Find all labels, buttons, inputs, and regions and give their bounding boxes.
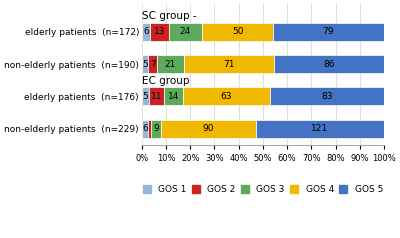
Bar <box>184 55 274 73</box>
Text: 6: 6 <box>143 27 149 36</box>
Bar <box>142 120 148 138</box>
Bar <box>157 55 184 73</box>
Bar <box>148 120 151 138</box>
Bar <box>202 23 273 40</box>
Text: 121: 121 <box>312 124 328 133</box>
Bar <box>164 88 183 105</box>
Text: 9: 9 <box>153 124 159 133</box>
Bar <box>142 88 149 105</box>
Text: 13: 13 <box>154 27 165 36</box>
Text: 21: 21 <box>165 60 176 69</box>
Bar <box>161 120 256 138</box>
Bar <box>183 88 270 105</box>
Text: 79: 79 <box>323 27 334 36</box>
Bar <box>168 23 202 40</box>
Text: 7: 7 <box>150 60 156 69</box>
Bar <box>274 55 384 73</box>
Text: 63: 63 <box>221 92 232 101</box>
Text: 50: 50 <box>232 27 243 36</box>
Legend: GOS 1, GOS 2, GOS 3, GOS 4, GOS 5: GOS 1, GOS 2, GOS 3, GOS 4, GOS 5 <box>143 185 383 194</box>
Text: 90: 90 <box>203 124 214 133</box>
Text: EC group: EC group <box>142 76 189 86</box>
Bar <box>150 23 168 40</box>
Text: 5: 5 <box>142 60 148 69</box>
Text: 24: 24 <box>180 27 191 36</box>
Text: 11: 11 <box>150 92 162 101</box>
Text: 6: 6 <box>142 124 148 133</box>
Text: 14: 14 <box>168 92 179 101</box>
Bar <box>149 88 164 105</box>
Text: 86: 86 <box>324 60 335 69</box>
Text: SC group -: SC group - <box>142 11 196 21</box>
Bar <box>148 55 157 73</box>
Bar <box>270 88 384 105</box>
Bar <box>142 23 150 40</box>
Bar <box>256 120 384 138</box>
Text: 71: 71 <box>223 60 235 69</box>
Bar <box>151 120 161 138</box>
Bar <box>142 55 148 73</box>
Text: 83: 83 <box>321 92 333 101</box>
Text: 5: 5 <box>142 92 148 101</box>
Bar <box>273 23 384 40</box>
